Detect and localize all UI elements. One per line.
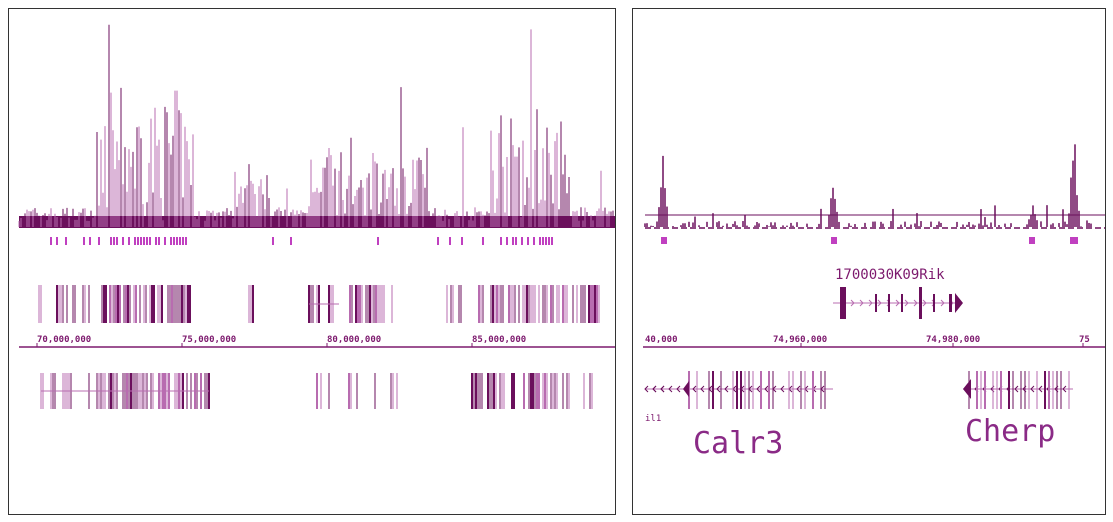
strand-arrow [850, 299, 855, 307]
overview-tracks-svg: 70,000,000 75,000,000 80,000,000 85,000,… [18, 24, 615, 409]
axis-tick-label: 70,000,000 [37, 335, 91, 345]
strand-arrow [859, 299, 864, 307]
strand-arrow [652, 385, 657, 393]
zoom-tracks-svg: 1700030K09Rik 40,000 74,960,000 74,980,0… [643, 144, 1105, 461]
strand-arrow [644, 385, 649, 393]
strand-arrow [955, 293, 963, 313]
exon [840, 287, 846, 319]
gene-label-1700030K09Rik: 1700030K09Rik [835, 267, 945, 283]
strand-arrow [756, 385, 761, 393]
strand-arrow [796, 385, 801, 393]
strand-arrow [676, 385, 681, 393]
axis-tick-label: 74,960,000 [773, 335, 827, 345]
strand-arrow [780, 385, 785, 393]
gene-label-cherp: Cherp [965, 414, 1055, 449]
strand-arrow [904, 299, 909, 307]
coordinate-axis-ticks [36, 343, 473, 347]
peak-mark [1029, 237, 1035, 244]
axis-tick-label: 74,980,000 [926, 335, 980, 345]
exon [888, 294, 890, 312]
strand-arrow [683, 381, 689, 397]
gene-track-forward [38, 285, 600, 323]
gene-model-cherp [644, 371, 1073, 409]
gene-label-calr3: Calr3 [693, 426, 783, 461]
strand-arrow [1014, 385, 1019, 393]
strand-arrow [940, 299, 945, 307]
genome-browser-overview-panel: 70,000,000 75,000,000 80,000,000 85,000,… [8, 8, 616, 515]
peak-track [50, 237, 553, 245]
strand-arrow [700, 385, 705, 393]
strand-arrow [895, 299, 900, 307]
exon [875, 294, 877, 312]
axis-tick-label: 85,000,000 [472, 335, 526, 345]
exon [919, 287, 922, 319]
strand-arrow [764, 385, 769, 393]
peak-track [661, 237, 1078, 244]
exon [933, 294, 935, 312]
strand-arrow [868, 299, 873, 307]
strand-arrow [922, 299, 927, 307]
gene-track-reverse [40, 373, 593, 409]
exon [949, 294, 952, 312]
peak-mark [661, 237, 667, 244]
strand-arrow [660, 385, 665, 393]
strand-arrow [692, 385, 697, 393]
gene-model-calr3 [645, 371, 833, 409]
signal-track [644, 144, 1105, 229]
axis-tick-label: 40,000 [645, 335, 678, 345]
strand-arrow [963, 379, 971, 399]
exon [901, 294, 903, 312]
genome-browser-zoom-panel: 1700030K09Rik 40,000 74,960,000 74,980,0… [632, 8, 1106, 515]
gene-label-partial: il1 [645, 414, 661, 424]
strand-arrow [668, 385, 673, 393]
strand-arrow [1030, 385, 1035, 393]
strand-arrow [1062, 385, 1067, 393]
strand-arrow [724, 385, 729, 393]
strand-arrow [716, 385, 721, 393]
peak-mark [831, 237, 837, 244]
peak-mark [1070, 237, 1078, 244]
strand-arrow [913, 299, 918, 307]
axis-tick-label: 75 [1079, 335, 1090, 345]
strand-arrow [877, 299, 882, 307]
gene-model-1700030K09Rik [833, 287, 963, 319]
strand-arrow [1038, 385, 1043, 393]
axis-tick-label: 75,000,000 [182, 335, 236, 345]
axis-tick-label: 80,000,000 [327, 335, 381, 345]
signal-track [18, 24, 615, 228]
